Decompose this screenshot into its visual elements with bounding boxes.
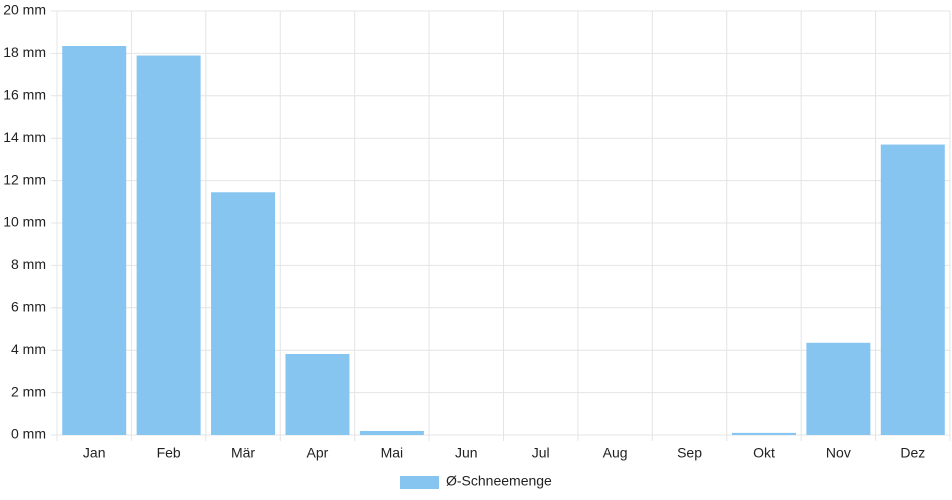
bar <box>806 342 871 435</box>
x-tick-label: Jul <box>532 445 550 461</box>
bar <box>359 430 424 435</box>
y-tick-label: 20 mm <box>3 2 46 18</box>
y-tick-label: 18 mm <box>3 44 46 60</box>
x-tick-label: Aug <box>603 445 628 461</box>
y-tick-label: 12 mm <box>3 171 46 187</box>
y-tick-label: 6 mm <box>11 299 46 315</box>
x-tick-label: Mär <box>231 445 255 461</box>
x-tick-label: Okt <box>753 445 775 461</box>
x-tick-label: Jun <box>455 445 478 461</box>
x-tick-label: Mai <box>381 445 404 461</box>
x-tick-label: Jan <box>83 445 106 461</box>
y-tick-label: 4 mm <box>11 341 46 357</box>
y-tick-label: 16 mm <box>3 87 46 103</box>
x-tick-label: Apr <box>307 445 329 461</box>
bar <box>731 432 796 435</box>
y-tick-label: 10 mm <box>3 214 46 230</box>
x-tick-label: Dez <box>900 445 925 461</box>
y-tick-label: 0 mm <box>11 426 46 442</box>
y-tick-label: 8 mm <box>11 256 46 272</box>
y-tick-label: 2 mm <box>11 383 46 399</box>
bar <box>211 192 276 435</box>
bar <box>285 354 350 435</box>
bar <box>62 45 127 435</box>
x-tick-label: Feb <box>157 445 181 461</box>
bar <box>136 55 201 436</box>
legend-label: Ø-Schneemenge <box>446 473 552 489</box>
x-tick-label: Nov <box>826 445 851 461</box>
y-tick-label: 14 mm <box>3 129 46 145</box>
legend-swatch <box>400 476 439 489</box>
bar <box>880 144 945 435</box>
x-tick-label: Sep <box>677 445 702 461</box>
